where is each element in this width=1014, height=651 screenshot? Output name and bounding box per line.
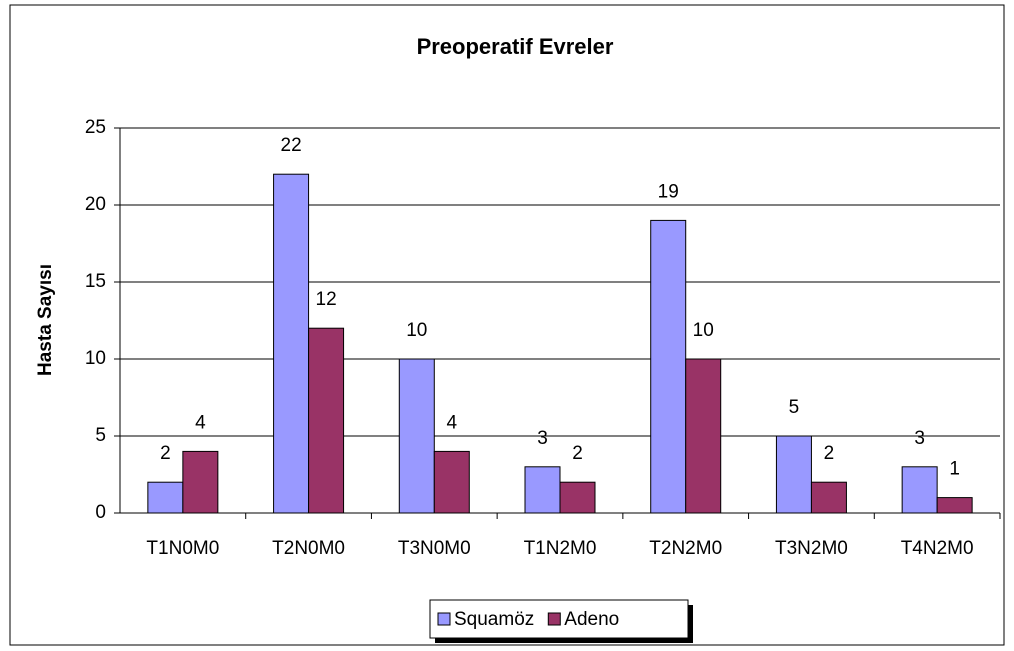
bar bbox=[685, 358, 722, 514]
bar bbox=[810, 481, 847, 514]
y-axis-label: Hasta Sayısı bbox=[35, 264, 56, 376]
bar bbox=[524, 466, 561, 514]
bar bbox=[273, 173, 310, 514]
bar bbox=[559, 481, 596, 514]
x-tick-label: T3N2M0 bbox=[775, 538, 848, 559]
bar bbox=[433, 450, 470, 514]
data-label: 10 bbox=[406, 320, 427, 341]
bar bbox=[936, 497, 973, 514]
y-tick-label: 20 bbox=[85, 194, 106, 215]
chart-title: Preoperatif Evreler bbox=[417, 34, 614, 59]
bar bbox=[775, 435, 812, 514]
data-label: 22 bbox=[281, 135, 302, 156]
y-tick-label: 5 bbox=[95, 425, 106, 446]
data-label: 2 bbox=[824, 443, 835, 464]
legend-swatch bbox=[437, 612, 451, 626]
bar bbox=[308, 327, 345, 514]
data-label: 4 bbox=[446, 412, 457, 433]
data-label: 2 bbox=[572, 443, 583, 464]
data-label: 19 bbox=[658, 181, 679, 202]
data-label: 3 bbox=[914, 428, 925, 449]
data-label: 3 bbox=[537, 428, 548, 449]
bar bbox=[650, 219, 687, 514]
x-tick-label: T4N2M0 bbox=[901, 538, 974, 559]
x-tick-label: T2N2M0 bbox=[649, 538, 722, 559]
x-tick-label: T1N0M0 bbox=[146, 538, 219, 559]
data-label: 1 bbox=[949, 459, 960, 480]
bar bbox=[398, 358, 435, 514]
bar bbox=[901, 466, 938, 514]
data-label: 4 bbox=[195, 412, 206, 433]
data-label: 5 bbox=[789, 397, 800, 418]
y-tick-label: 25 bbox=[85, 117, 106, 138]
bar bbox=[182, 450, 219, 514]
data-label: 2 bbox=[160, 443, 171, 464]
y-tick-label: 0 bbox=[95, 502, 106, 523]
legend-label: Squamöz bbox=[454, 609, 534, 630]
y-tick-label: 10 bbox=[85, 348, 106, 369]
bar bbox=[147, 481, 184, 514]
data-label: 10 bbox=[693, 320, 714, 341]
data-label: 12 bbox=[316, 289, 337, 310]
x-tick-label: T3N0M0 bbox=[398, 538, 471, 559]
x-tick-label: T1N2M0 bbox=[524, 538, 597, 559]
x-tick-label: T2N0M0 bbox=[272, 538, 345, 559]
chart-border bbox=[9, 4, 1005, 646]
legend-label: Adeno bbox=[564, 609, 619, 630]
legend-swatch bbox=[547, 612, 561, 626]
y-tick-label: 15 bbox=[85, 271, 106, 292]
